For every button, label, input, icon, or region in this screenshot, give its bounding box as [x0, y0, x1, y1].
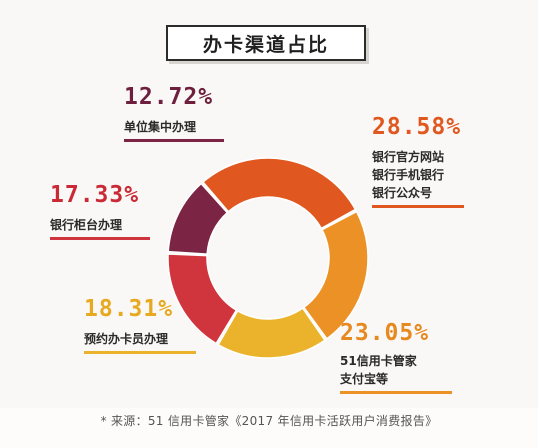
- source-note: * 来源：51 信用卡管家《2017 年信用卡活跃用户消费报告》: [100, 414, 438, 428]
- slice-desc-line: 51信用卡管家: [340, 354, 417, 368]
- slice-value: 23.05%: [340, 320, 430, 346]
- slice-value: 17.33%: [50, 182, 140, 208]
- slice-desc-line: 预约办卡员办理: [84, 332, 169, 346]
- slice-label-agent: 18.31% 预约办卡员办理: [84, 296, 196, 354]
- slice-underline: [372, 205, 464, 208]
- slice-desc: 预约办卡员办理: [84, 330, 196, 348]
- slice-value: 12.72%: [124, 84, 214, 110]
- slice-underline: [340, 391, 452, 394]
- slice-value: 28.58%: [372, 114, 462, 140]
- donut-slice: [201, 157, 357, 230]
- slice-desc: 银行官方网站 银行手机银行 银行公众号: [372, 148, 464, 202]
- slice-label-employer: 12.72% 单位集中办理: [124, 84, 224, 142]
- donut-slice: [167, 253, 238, 345]
- slice-desc: 51信用卡管家 支付宝等: [340, 352, 452, 388]
- chart-title: 办卡渠道占比: [166, 25, 366, 61]
- donut-slice: [217, 307, 326, 359]
- slice-label-apps: 23.05% 51信用卡管家 支付宝等: [340, 320, 452, 394]
- slice-underline: [84, 351, 196, 354]
- donut-slice: [302, 210, 369, 340]
- slice-desc-line: 单位集中办理: [124, 120, 197, 134]
- slice-desc-line: 银行公众号: [372, 186, 433, 200]
- slice-desc-line: 银行柜台办理: [50, 218, 123, 232]
- slice-label-counter: 17.33% 银行柜台办理: [50, 182, 150, 240]
- donut-chart: [167, 157, 369, 359]
- slice-underline: [50, 237, 150, 240]
- slice-desc-line: 支付宝等: [340, 372, 389, 386]
- slice-desc-line: 银行手机银行: [372, 168, 445, 182]
- slice-desc: 银行柜台办理: [50, 216, 150, 234]
- slice-label-online: 28.58% 银行官方网站 银行手机银行 银行公众号: [372, 114, 464, 208]
- slice-value: 18.31%: [84, 296, 174, 322]
- slice-desc: 单位集中办理: [124, 118, 224, 136]
- donut-slice: [167, 182, 229, 255]
- slice-desc-line: 银行官方网站: [372, 150, 445, 164]
- slice-underline: [124, 139, 224, 142]
